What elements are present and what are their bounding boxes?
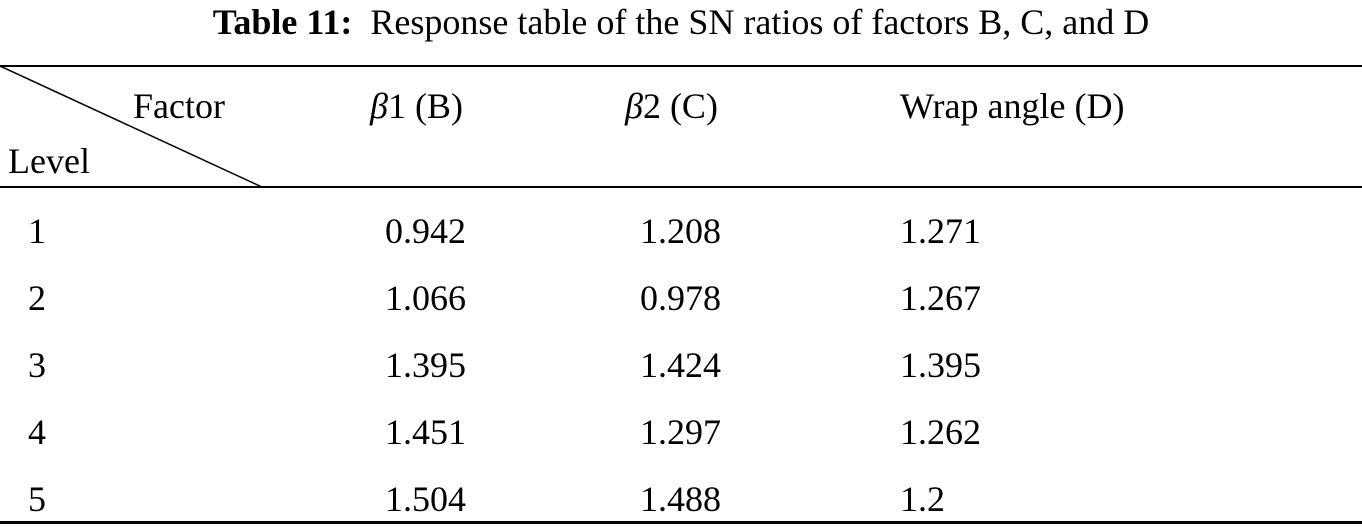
value-cell: 1.395 [900, 345, 981, 385]
column-header-b: β1 (B) [370, 86, 463, 126]
header-rule [0, 186, 1362, 188]
top-rule [0, 65, 1362, 67]
level-cell: 2 [28, 278, 46, 318]
value-cell: 1.395 [385, 345, 466, 385]
caption-label: Table 11: [212, 2, 353, 42]
value-cell: 1.262 [900, 412, 981, 452]
value-cell: 1.424 [640, 345, 721, 385]
level-cell: 3 [28, 345, 46, 385]
level-cell: 5 [28, 479, 46, 519]
corner-factor-label: Factor [133, 86, 225, 126]
corner-diagonal [0, 66, 263, 188]
value-cell: 1.504 [385, 479, 466, 519]
level-cell: 4 [28, 412, 46, 452]
value-cell: 1.066 [385, 278, 466, 318]
value-cell: 0.978 [640, 278, 721, 318]
value-cell: 1.271 [900, 211, 981, 251]
table-caption: Table 11: Response table of the SN ratio… [0, 4, 1362, 40]
column-header-c: β2 (C) [625, 86, 718, 126]
corner-level-label: Level [8, 141, 90, 181]
value-cell: 1.2 [900, 479, 945, 519]
column-header-d: Wrap angle (D) [900, 86, 1125, 126]
value-cell: 1.297 [640, 412, 721, 452]
value-cell: 0.942 [385, 211, 466, 251]
value-cell: 1.451 [385, 412, 466, 452]
caption-text: Response table of the SN ratios of facto… [370, 2, 1150, 42]
value-cell: 1.488 [640, 479, 721, 519]
bottom-rule [0, 521, 1362, 524]
level-cell: 1 [28, 211, 46, 251]
value-cell: 1.267 [900, 278, 981, 318]
value-cell: 1.208 [640, 211, 721, 251]
